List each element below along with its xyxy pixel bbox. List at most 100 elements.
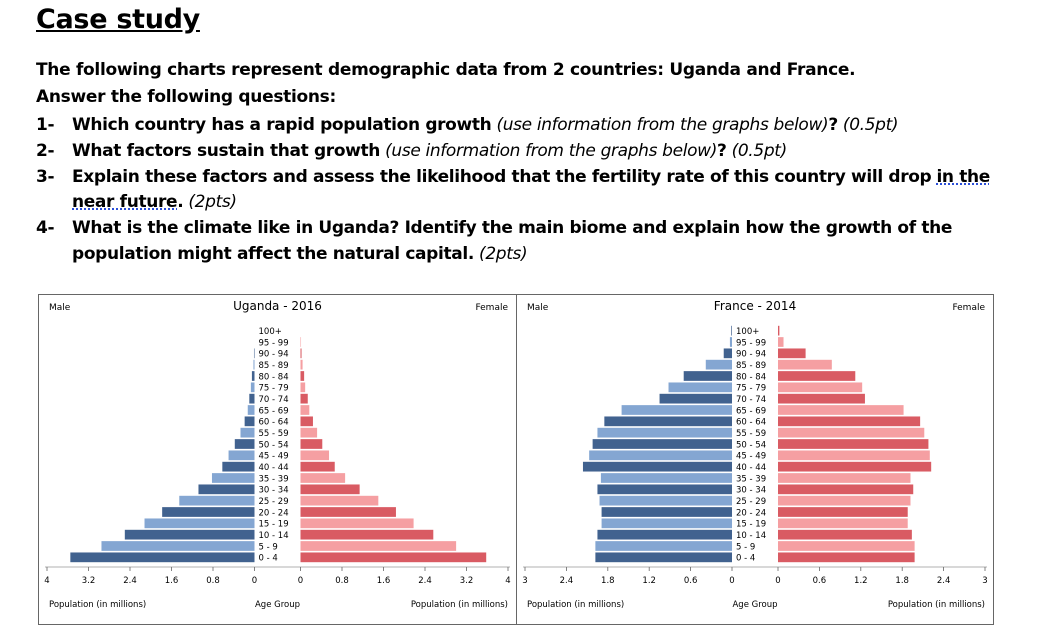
age-group-label: 0 - 4: [736, 554, 755, 564]
age-group-label: 100+: [736, 327, 759, 337]
male-bar: [595, 541, 732, 551]
female-bar: [778, 382, 863, 393]
age-group-label: 70 - 74: [736, 395, 766, 405]
x-tick-label: 0.6: [684, 576, 698, 586]
male-bar: [595, 552, 732, 563]
female-bar: [778, 484, 914, 495]
age-group-label: 45 - 49: [259, 452, 289, 462]
female-bar: [300, 337, 302, 347]
question-2-qmark: ?: [716, 141, 727, 161]
chart-title: France - 2014: [714, 299, 796, 313]
female-bar: [778, 495, 911, 506]
question-1-points: (0.5pt): [842, 115, 899, 135]
male-bar: [723, 348, 732, 359]
age-group-label: 50 - 54: [736, 440, 766, 450]
male-bar: [244, 416, 255, 427]
x-tick-label: 1.2: [642, 576, 656, 586]
x-tick-label: 1.8: [601, 576, 615, 586]
male-bar: [124, 529, 255, 540]
intro-line-2: Answer the following questions:: [36, 87, 336, 107]
female-bar: [778, 541, 915, 551]
male-bar: [601, 518, 732, 529]
female-bar: [778, 450, 930, 461]
female-bar: [778, 507, 908, 517]
male-bar: [597, 427, 732, 438]
question-3-period: .: [177, 192, 184, 212]
age-group-label: 5 - 9: [736, 542, 755, 552]
age-group-label: 90 - 94: [736, 350, 766, 360]
female-bar: [300, 416, 313, 427]
question-4-text-2: population might affect the natural capi…: [72, 244, 474, 264]
age-group-label: 55 - 59: [736, 429, 766, 439]
age-group-label: 60 - 64: [259, 418, 289, 428]
male-bar: [604, 416, 732, 427]
male-bar: [240, 427, 255, 438]
question-3-text: Explain these factors and assess the lik…: [72, 167, 932, 187]
female-bar: [300, 518, 414, 529]
intro-line-1: The following charts represent demograph…: [36, 60, 856, 80]
male-bar: [251, 371, 255, 381]
age-group-label: 25 - 29: [259, 497, 289, 507]
male-bar: [592, 439, 732, 449]
x-tick-label: 0: [775, 576, 780, 586]
female-bar: [300, 382, 306, 393]
age-group-label: 20 - 24: [259, 508, 289, 518]
age-group-label: 30 - 34: [736, 486, 766, 496]
x-tick-label: 2.4: [123, 576, 137, 586]
question-4-number: 4-: [36, 218, 55, 238]
female-bar: [778, 325, 780, 336]
age-group-label: 10 - 14: [736, 531, 766, 541]
age-group-label: 15 - 19: [259, 520, 289, 530]
x-tick-label: 0.8: [206, 576, 220, 586]
male-bar: [253, 348, 255, 359]
male-bar: [101, 541, 255, 551]
age-group-label: 40 - 44: [259, 463, 289, 473]
x-tick-label: 3: [982, 576, 987, 586]
female-bar: [778, 359, 832, 370]
male-bar: [198, 484, 255, 495]
question-3-points: (2pts): [188, 192, 237, 212]
x-axis-label-right: Population (in millions): [411, 600, 508, 610]
age-group-label: 85 - 89: [259, 361, 289, 371]
france-pyramid-panel: Male France - 2014 Female 100+ 95 - 99 90 - 9…: [516, 294, 994, 625]
female-bar: [778, 473, 911, 483]
france-population-pyramid: Male France - 2014 Female 100+95 - 99 90 - 9…: [522, 299, 987, 610]
x-tick-label: 0: [298, 576, 303, 586]
male-bar: [70, 552, 255, 563]
question-3-near-future: near future: [72, 192, 178, 212]
age-group-label: 95 - 99: [259, 338, 289, 348]
male-bar: [621, 405, 732, 415]
female-bar: [300, 439, 323, 449]
male-bar: [582, 461, 732, 472]
female-bar: [300, 371, 305, 381]
age-group-label: 100+: [259, 327, 282, 337]
female-bar: [300, 473, 346, 483]
male-bar: [729, 337, 732, 347]
male-bar: [228, 450, 255, 461]
age-group-label: 20 - 24: [736, 508, 766, 518]
age-group-label: 10 - 14: [259, 531, 289, 541]
female-bar: [300, 507, 396, 517]
female-bar: [778, 427, 925, 438]
female-bar: [778, 393, 865, 404]
male-bar: [705, 359, 732, 370]
question-2-hint: (use information from the graphs below): [385, 141, 717, 161]
female-bar: [300, 541, 457, 551]
question-1-number: 1-: [36, 115, 55, 135]
male-bar: [597, 529, 732, 540]
age-group-label: 80 - 84: [259, 372, 289, 382]
male-bar: [249, 393, 255, 404]
female-bar: [778, 337, 784, 347]
age-group-label: 70 - 74: [259, 395, 289, 405]
age-group-label: 75 - 79: [736, 384, 766, 394]
female-bar: [300, 461, 335, 472]
x-tick-label: 0: [252, 576, 257, 586]
male-bar: [597, 484, 732, 495]
male-bar: [179, 495, 255, 506]
male-bar: [659, 393, 732, 404]
question-1-hint: (use information from the graphs below): [496, 115, 829, 135]
age-group-label: 55 - 59: [259, 429, 289, 439]
question-3-underlined: in the: [936, 167, 990, 187]
x-axis-label-right: Population (in millions): [888, 600, 985, 610]
x-axis-label-center: Age Group: [255, 600, 300, 610]
